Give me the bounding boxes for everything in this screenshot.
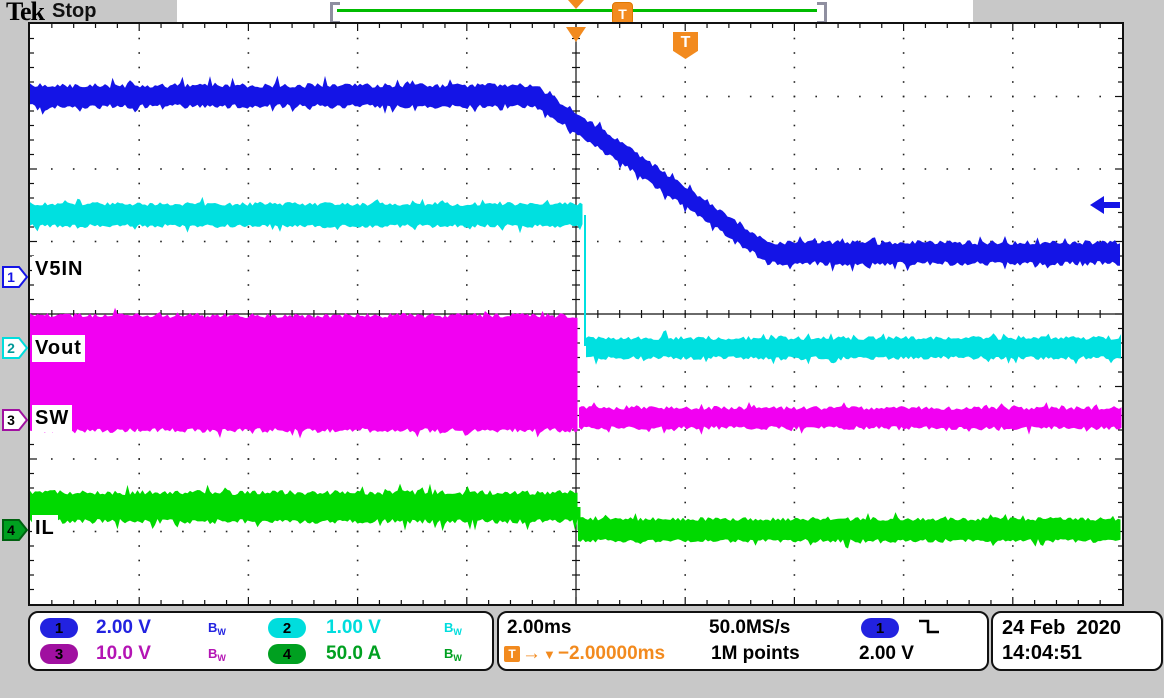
falling-edge-icon bbox=[917, 617, 941, 642]
ch1-scale: 2.00 V bbox=[96, 617, 151, 638]
record-bar-right-bracket-icon bbox=[817, 2, 827, 24]
ch2-scale: 1.00 V bbox=[326, 617, 381, 638]
trigger-delay-value: −2.00000ms bbox=[557, 643, 666, 664]
trigger-level: 2.00 V bbox=[859, 643, 914, 664]
horizontal-trigger-readout[interactable]: 2.00ms 50.0MS/s 1 T → ▼ −2.00000ms 1M po… bbox=[497, 611, 989, 671]
waveform-display bbox=[28, 22, 1124, 606]
svg-text:1: 1 bbox=[7, 269, 15, 285]
trigger-level-arrow-icon bbox=[1090, 196, 1120, 214]
svg-text:4: 4 bbox=[7, 522, 15, 538]
ch1-position-marker[interactable]: 1 bbox=[2, 266, 29, 288]
trigger-position-marker-icon[interactable] bbox=[566, 27, 586, 42]
ch2-bandwidth-icon: BW bbox=[444, 620, 462, 637]
trigger-delay-marker-icon: ▼ bbox=[543, 646, 556, 662]
record-bar-left-bracket-icon bbox=[330, 2, 340, 24]
ch4-scale: 50.0 A bbox=[326, 643, 382, 664]
trigger-delay-arrow-icon: → bbox=[522, 643, 541, 664]
trigger-source-badge[interactable]: 1 bbox=[861, 618, 899, 638]
datetime-readout: 24 Feb 2020 14:04:51 bbox=[991, 611, 1163, 671]
ch1-bandwidth-icon: BW bbox=[208, 620, 226, 637]
ch1-badge[interactable]: 1 bbox=[40, 618, 78, 638]
ch1-wave-label: V5IN bbox=[32, 256, 87, 283]
ch4-position-marker[interactable]: 4 bbox=[2, 519, 29, 541]
trigger-delay-group: T → ▼ −2.00000ms bbox=[504, 643, 665, 665]
ch3-scale: 10.0 V bbox=[96, 643, 151, 664]
ch2-wave-label: Vout bbox=[32, 335, 85, 362]
waveform-svg bbox=[30, 24, 1122, 604]
tek-logo: Tek bbox=[6, 0, 45, 26]
ch3-position-marker[interactable]: 3 bbox=[2, 409, 29, 431]
channel-scales-readout[interactable]: 1 2.00 V BW 2 1.00 V BW 3 10.0 V BW 4 50… bbox=[28, 611, 494, 671]
ch2-badge[interactable]: 2 bbox=[268, 618, 306, 638]
svg-text:2: 2 bbox=[7, 340, 15, 356]
trigger-delay-t-icon: T bbox=[504, 646, 520, 662]
date: 24 Feb 2020 bbox=[1002, 617, 1121, 639]
svg-text:3: 3 bbox=[7, 412, 15, 428]
ch3-bandwidth-icon: BW bbox=[208, 646, 226, 663]
record-length: 1M points bbox=[711, 643, 800, 664]
timebase: 2.00ms bbox=[507, 617, 572, 638]
time: 14:04:51 bbox=[1002, 642, 1083, 664]
ch4-bandwidth-icon: BW bbox=[444, 646, 462, 663]
ch2-position-marker[interactable]: 2 bbox=[2, 337, 29, 359]
acquisition-status: Stop bbox=[52, 0, 97, 22]
record-bar-trigger-position-icon[interactable] bbox=[568, 0, 584, 9]
record-bar[interactable] bbox=[337, 9, 817, 12]
ch4-badge[interactable]: 4 bbox=[268, 644, 306, 664]
ch4-wave-label: IL bbox=[32, 515, 58, 542]
sample-rate: 50.0MS/s bbox=[709, 617, 791, 638]
ch3-wave-label: SW bbox=[32, 405, 73, 432]
ch3-badge[interactable]: 3 bbox=[40, 644, 78, 664]
